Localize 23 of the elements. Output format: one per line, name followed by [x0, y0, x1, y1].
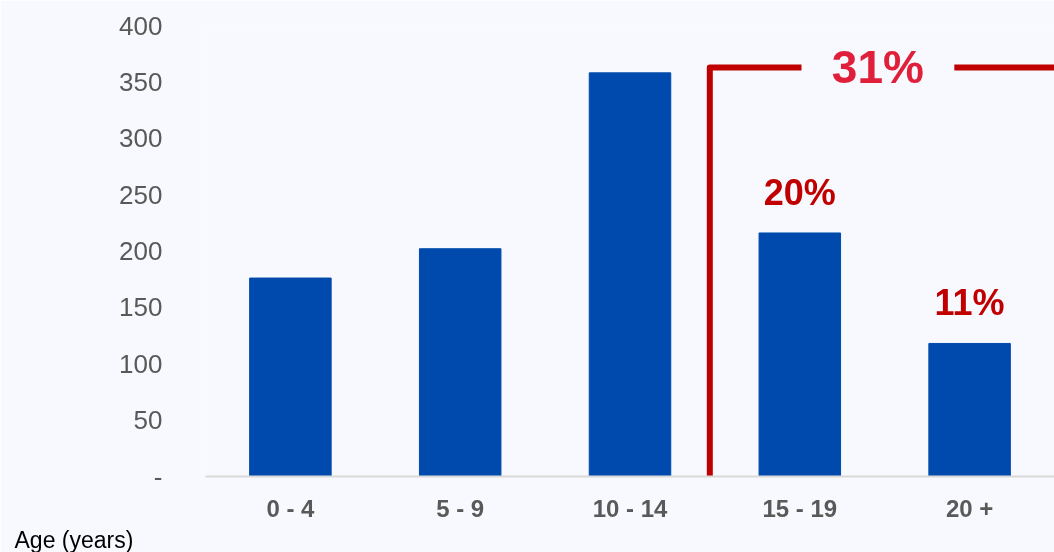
y-tick-label: 100: [119, 348, 163, 379]
annotation: 11%: [934, 282, 1005, 324]
bar: [588, 72, 672, 477]
x-tick-label: 5 - 9: [436, 494, 485, 522]
x-axis-title: Age (years): [14, 526, 134, 552]
bar: [418, 248, 502, 477]
x-tick-label: 15 - 19: [762, 494, 838, 522]
y-tick-label: 50: [133, 405, 163, 436]
y-tick-label: -: [153, 461, 163, 492]
annotation: 20%: [763, 171, 836, 213]
bar: [249, 277, 332, 477]
y-tick-label: 300: [119, 123, 163, 154]
y-tick-label: 350: [119, 66, 163, 97]
x-tick-label: 10 - 14: [592, 494, 669, 522]
bar: [758, 232, 842, 477]
annotation: 31%: [831, 41, 924, 94]
y-tick-label: 150: [119, 292, 163, 323]
x-tick-label: 20 +: [945, 494, 994, 522]
y-tick-label: 200: [119, 236, 163, 266]
x-tick-label: 0 - 4: [266, 494, 316, 522]
y-tick-label: 250: [119, 179, 163, 210]
bar: [928, 342, 1011, 477]
y-tick-label: 400: [119, 10, 163, 41]
